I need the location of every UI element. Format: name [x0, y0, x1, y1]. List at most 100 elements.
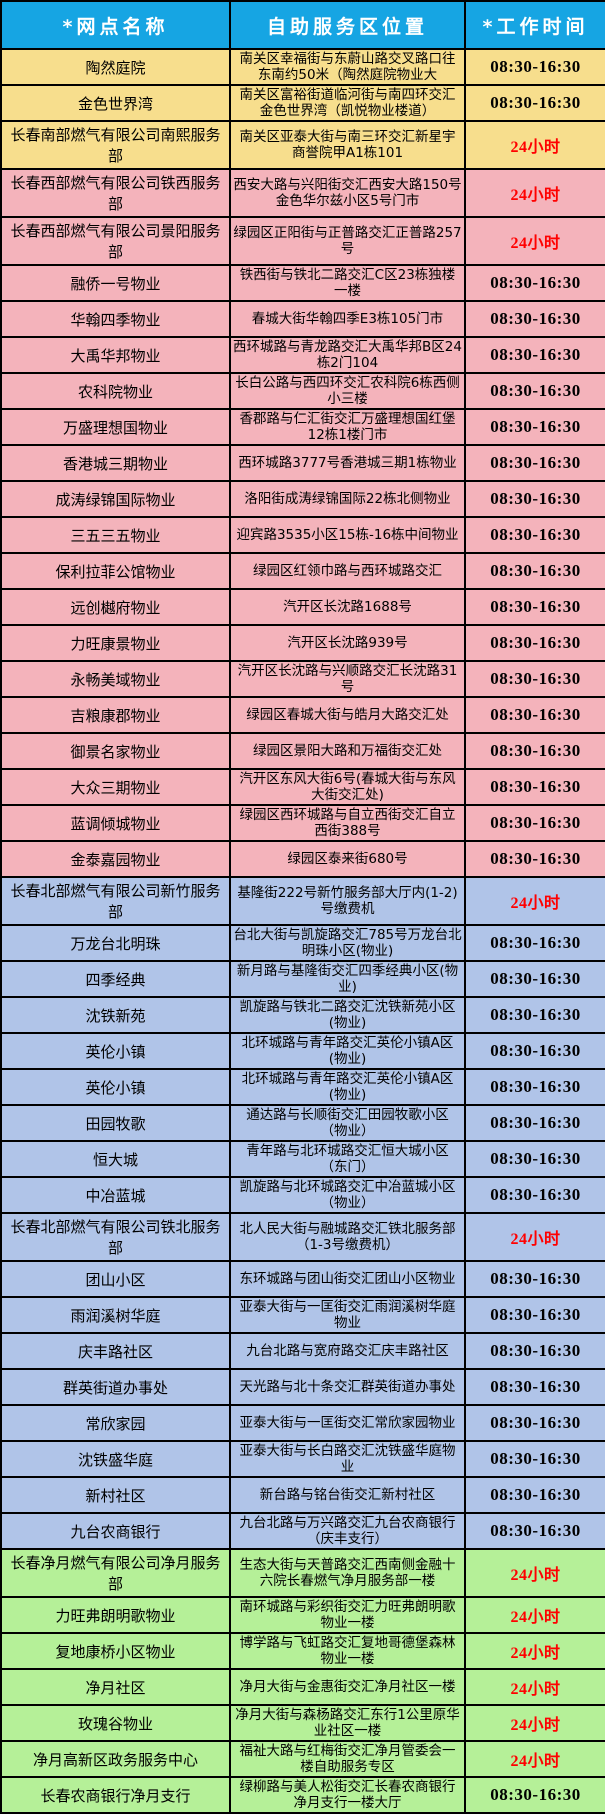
location-cell: 铁西街与铁北二路交汇C区23栋独楼一楼: [229, 264, 466, 302]
work-hours-cell: 24小时: [464, 1596, 605, 1634]
site-name-cell: 长春北部燃气有限公司新竹服务部: [0, 876, 231, 926]
site-name-cell: 长春南部燃气有限公司南熙服务部: [0, 120, 231, 170]
work-hours-cell: 08:30-16:30: [464, 1260, 605, 1298]
location-cell: 西安大路与兴阳街交汇西安大路150号金色华尔兹小区5号门市: [229, 168, 466, 218]
table-row: 恒大城 青年路与北环城路交汇恒大城小区（东门） 08:30-16:30: [0, 1140, 605, 1178]
table-row: 田园牧歌 通达路与长顺街交汇田园牧歌小区（物业） 08:30-16:30: [0, 1104, 605, 1142]
site-name-cell: 团山小区: [0, 1260, 231, 1298]
site-name-cell: 英伦小镇: [0, 1032, 231, 1070]
work-hours-cell: 08:30-16:30: [464, 372, 605, 410]
work-hours-cell: 08:30-16:30: [464, 960, 605, 998]
site-name-cell: 净月社区: [0, 1668, 231, 1706]
work-hours-cell: 08:30-16:30: [464, 1032, 605, 1070]
work-hours-cell: 08:30-16:30: [464, 624, 605, 662]
location-cell: 迎宾路3535小区15栋-16栋中间物业: [229, 516, 466, 554]
location-cell: 福祉大路与红梅街交汇净月管委会一楼自助服务专区: [229, 1740, 466, 1778]
location-cell: 北人民大街与融城路交汇铁北服务部（1-3号缴费机）: [229, 1212, 466, 1262]
work-hours-cell: 08:30-16:30: [464, 300, 605, 338]
work-hours-cell: 08:30-16:30: [464, 1332, 605, 1370]
table-row: 华翰四季物业 春城大街华翰四季E3栋105门市 08:30-16:30: [0, 300, 605, 338]
table-row: 长春西部燃气有限公司铁西服务部 西安大路与兴阳街交汇西安大路150号金色华尔兹小区…: [0, 168, 605, 218]
location-cell: 长白公路与西四环交汇农科院6栋西侧小三楼: [229, 372, 466, 410]
location-cell: 绿园区红领巾路与西环城路交汇: [229, 552, 466, 590]
table-row: 三五三五物业 迎宾路3535小区15栋-16栋中间物业 08:30-16:30: [0, 516, 605, 554]
work-hours-cell: 08:30-16:30: [464, 660, 605, 698]
table-row: 沈铁盛华庭 亚泰大街与长白路交汇沈铁盛华庭物业 08:30-16:30: [0, 1440, 605, 1478]
table-row: 大众三期物业 汽开区东风大街6号(春城大街与东风大街交汇处) 08:30-16:30: [0, 768, 605, 806]
table-row: 长春北部燃气有限公司新竹服务部 基隆街222号新竹服务部大厅内(1-2)号缴费机 2…: [0, 876, 605, 926]
work-hours-cell: 08:30-16:30: [464, 1176, 605, 1214]
table-row: 长春净月燃气有限公司净月服务部 生态大街与天普路交汇西南侧金融十六院长春燃气净月服…: [0, 1548, 605, 1598]
work-hours-cell: 08:30-16:30: [464, 696, 605, 734]
site-name-cell: 雨润溪树华庭: [0, 1296, 231, 1334]
table-row: 万盛理想国物业 香郡路与仁汇街交汇万盛理想国红堡12栋1楼门市 08:30-16:3…: [0, 408, 605, 446]
work-hours-cell: 08:30-16:30: [464, 996, 605, 1034]
location-cell: 南关区幸福街与东蔚山路交叉路口往东南约50米（陶然庭院物业大: [229, 48, 466, 86]
table-row: 庆丰路社区 九台北路与宽府路交汇庆丰路社区 08:30-16:30: [0, 1332, 605, 1370]
table-row: 四季经典 新月路与基隆街交汇四季经典小区(物业) 08:30-16:30: [0, 960, 605, 998]
table-row: 农科院物业 长白公路与西四环交汇农科院6栋西侧小三楼 08:30-16:30: [0, 372, 605, 410]
table-row: 沈铁新苑 凯旋路与铁北二路交汇沈铁新苑小区(物业) 08:30-16:30: [0, 996, 605, 1034]
work-hours-cell: 08:30-16:30: [464, 768, 605, 806]
location-cell: 南关区富裕街道临河街与南四环交汇金色世界湾（凯悦物业楼道）: [229, 84, 466, 122]
site-name-cell: 恒大城: [0, 1140, 231, 1178]
table-row: 保利拉菲公馆物业 绿园区红领巾路与西环城路交汇 08:30-16:30: [0, 552, 605, 590]
location-cell: 新台路与铭台街交汇新村社区: [229, 1476, 466, 1514]
location-cell: 亚泰大街与长白路交汇沈铁盛华庭物业: [229, 1440, 466, 1478]
location-cell: 绿园区泰来街680号: [229, 840, 466, 878]
table-row: 力旺弗朗明歌物业 南环城路与彩织街交汇力旺弗朗明歌物业一楼 24小时: [0, 1596, 605, 1634]
location-cell: 凯旋路与北环城路交汇中冶蓝城小区（物业）: [229, 1176, 466, 1214]
site-name-cell: 香港城三期物业: [0, 444, 231, 482]
table-row: 香港城三期物业 西环城路3777号香港城三期1栋物业 08:30-16:30: [0, 444, 605, 482]
table-row: 长春西部燃气有限公司景阳服务部 绿园区正阳街与正普路交汇正普路257号 24小时: [0, 216, 605, 266]
work-hours-cell: 08:30-16:30: [464, 1140, 605, 1178]
work-hours-cell: 08:30-16:30: [464, 1440, 605, 1478]
column-header-location: 自助服务区位置: [229, 0, 466, 50]
site-name-cell: 沈铁盛华庭: [0, 1440, 231, 1478]
location-cell: 亚泰大街与一匡街交汇常欣家园物业: [229, 1404, 466, 1442]
site-name-cell: 蓝调倾城物业: [0, 804, 231, 842]
table-row: 成涛绿锦国际物业 洛阳街成涛绿锦国际22栋北侧物业 08:30-16:30: [0, 480, 605, 518]
table-body: 陶然庭院 南关区幸福街与东蔚山路交叉路口往东南约50米（陶然庭院物业大 08:30-…: [0, 48, 605, 1814]
site-name-cell: 力旺弗朗明歌物业: [0, 1596, 231, 1634]
table-row: 金泰嘉园物业 绿园区泰来街680号 08:30-16:30: [0, 840, 605, 878]
table-row: 常欣家园 亚泰大街与一匡街交汇常欣家园物业 08:30-16:30: [0, 1404, 605, 1442]
location-cell: 绿园区景阳大路和万福街交汇处: [229, 732, 466, 770]
work-hours-cell: 08:30-16:30: [464, 732, 605, 770]
table-row: 中冶蓝城 凯旋路与北环城路交汇中冶蓝城小区（物业） 08:30-16:30: [0, 1176, 605, 1214]
work-hours-cell: 08:30-16:30: [464, 264, 605, 302]
site-name-cell: 长春净月燃气有限公司净月服务部: [0, 1548, 231, 1598]
table-row: 雨润溪树华庭 亚泰大街与一匡街交汇雨润溪树华庭物业 08:30-16:30: [0, 1296, 605, 1334]
site-name-cell: 华翰四季物业: [0, 300, 231, 338]
location-cell: 西环城路3777号香港城三期1栋物业: [229, 444, 466, 482]
site-name-cell: 九台农商银行: [0, 1512, 231, 1550]
site-name-cell: 中冶蓝城: [0, 1176, 231, 1214]
table-row: 净月高新区政务服务中心 福祉大路与红梅街交汇净月管委会一楼自助服务专区 24小时: [0, 1740, 605, 1778]
work-hours-cell: 24小时: [464, 876, 605, 926]
table-row: 永畅美域物业 汽开区长沈路与兴顺路交汇长沈路31号 08:30-16:30: [0, 660, 605, 698]
work-hours-cell: 24小时: [464, 1632, 605, 1670]
site-name-cell: 新村社区: [0, 1476, 231, 1514]
work-hours-cell: 24小时: [464, 120, 605, 170]
location-cell: 净月大街与金惠街交汇净月社区一楼: [229, 1668, 466, 1706]
table-row: 团山小区 东环城路与团山街交汇团山小区物业 08:30-16:30: [0, 1260, 605, 1298]
location-cell: 绿园区正阳街与正普路交汇正普路257号: [229, 216, 466, 266]
location-cell: 绿园区西环城路与自立西街交汇自立西街388号: [229, 804, 466, 842]
work-hours-cell: 08:30-16:30: [464, 336, 605, 374]
location-cell: 汽开区长沈路939号: [229, 624, 466, 662]
table-row: 力旺康景物业 汽开区长沈路939号 08:30-16:30: [0, 624, 605, 662]
site-name-cell: 农科院物业: [0, 372, 231, 410]
location-cell: 西环城路与青龙路交汇大禹华邦B区24栋2门104: [229, 336, 466, 374]
work-hours-cell: 08:30-16:30: [464, 924, 605, 962]
location-cell: 汽开区长沈路1688号: [229, 588, 466, 626]
location-cell: 基隆街222号新竹服务部大厅内(1-2)号缴费机: [229, 876, 466, 926]
work-hours-cell: 08:30-16:30: [464, 480, 605, 518]
site-name-cell: 金色世界湾: [0, 84, 231, 122]
table-row: 金色世界湾 南关区富裕街道临河街与南四环交汇金色世界湾（凯悦物业楼道） 08:30-…: [0, 84, 605, 122]
location-cell: 通达路与长顺街交汇田园牧歌小区（物业）: [229, 1104, 466, 1142]
location-cell: 生态大街与天普路交汇西南侧金融十六院长春燃气净月服务部一楼: [229, 1548, 466, 1598]
work-hours-cell: 08:30-16:30: [464, 552, 605, 590]
table-row: 长春农商银行净月支行 绿柳路与美人松街交汇长春农商银行净月支行一楼大厅 08:30-…: [0, 1776, 605, 1814]
site-name-cell: 长春农商银行净月支行: [0, 1776, 231, 1814]
location-cell: 南关区亚泰大街与南三环交汇新星宇商誉院甲A1栋101: [229, 120, 466, 170]
